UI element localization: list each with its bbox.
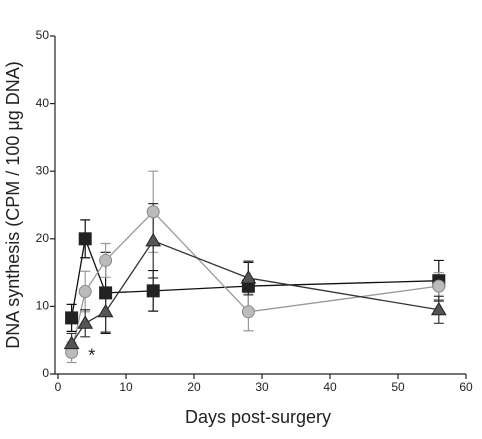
marker-circle <box>99 253 113 267</box>
y-axis-label: DNA synthesis (CPM / 100 μg DNA) <box>3 61 23 348</box>
series-line <box>70 236 439 319</box>
y-tick-label: 20 <box>36 231 50 245</box>
y-tick-label: 50 <box>36 28 50 42</box>
x-tick-label: 30 <box>255 380 269 394</box>
x-axis-label: Days post-surgery <box>185 407 331 427</box>
marker-triangle <box>63 335 80 350</box>
marker-circle <box>241 305 255 319</box>
x-tick-label: 0 <box>55 380 62 394</box>
annotation: * <box>88 345 95 365</box>
marker-square <box>146 284 160 298</box>
x-tick-label: 40 <box>323 380 337 394</box>
y-tick-label: 30 <box>36 163 50 177</box>
y-tick-label: 0 <box>42 366 49 380</box>
marker-triangle <box>145 232 162 247</box>
x-tick-label: 20 <box>187 380 201 394</box>
marker-triangle <box>77 315 94 329</box>
x-tick-label: 60 <box>459 380 473 394</box>
y-tick-label: 40 <box>36 96 50 110</box>
marker-triangle <box>97 303 114 318</box>
marker-square <box>65 311 79 325</box>
x-tick-label: 50 <box>391 380 405 394</box>
marker-triangle <box>430 301 447 316</box>
marker-circle <box>146 205 160 219</box>
marker-square <box>78 232 92 246</box>
marker-circle <box>78 285 92 299</box>
x-tick-label: 10 <box>119 380 133 394</box>
marker-square <box>99 286 113 300</box>
y-tick-label: 10 <box>36 299 50 313</box>
marker-triangle <box>240 270 257 284</box>
series-line <box>70 210 439 353</box>
marker-circle <box>432 279 446 293</box>
